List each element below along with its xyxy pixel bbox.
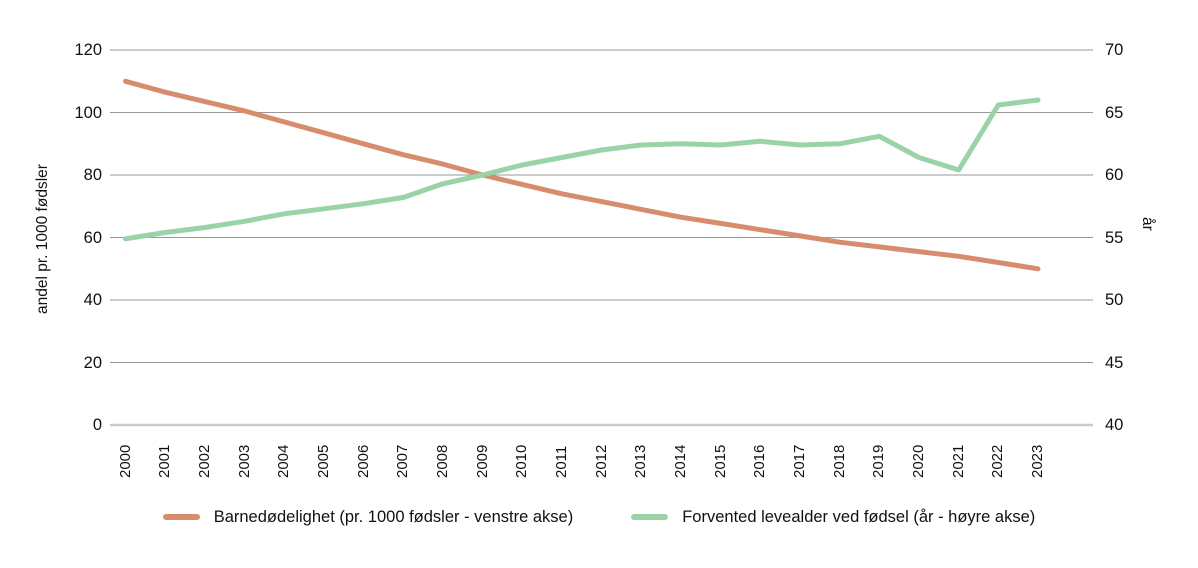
right-tick-label: 65 bbox=[1105, 103, 1124, 122]
x-axis-year-label: 2007 bbox=[394, 444, 412, 478]
x-axis-year-label: 2016 bbox=[751, 444, 769, 478]
x-axis-year-label: 2005 bbox=[314, 444, 332, 478]
left-tick-label: 40 bbox=[83, 291, 102, 309]
left-tick-label: 20 bbox=[83, 353, 102, 372]
legend-label-levealder: Forvented levealder ved fødsel (år - høy… bbox=[682, 508, 1036, 526]
legend: Barnedødelighet (pr. 1000 fødsler - vens… bbox=[0, 507, 1198, 527]
x-axis-year-label: 2006 bbox=[354, 444, 372, 478]
x-axis-year-label: 2015 bbox=[711, 444, 729, 478]
x-axis-year-label: 2020 bbox=[909, 444, 927, 478]
legend-item-levealder: Forvented levealder ved fødsel (år - høy… bbox=[631, 507, 1035, 527]
legend-label-barnedodelighet: Barnedødelighet (pr. 1000 fødsler - vens… bbox=[213, 508, 574, 526]
x-axis-year-label: 2019 bbox=[870, 444, 888, 478]
x-axis-year-label: 2017 bbox=[790, 444, 808, 478]
x-axis-year-label: 2010 bbox=[513, 444, 531, 478]
x-axis-year-label: 2023 bbox=[1029, 444, 1046, 478]
series-lines bbox=[123, 78, 1041, 272]
x-axis-year-label: 2011 bbox=[552, 445, 570, 478]
legend-swatch-orange-icon bbox=[162, 514, 200, 520]
right-tick-label: 55 bbox=[1105, 228, 1124, 247]
x-axis-year-label: 2018 bbox=[830, 444, 848, 478]
left-tick-label: 60 bbox=[83, 228, 102, 247]
right-tick-label: 60 bbox=[1105, 166, 1124, 184]
x-axis-year-label: 2002 bbox=[195, 444, 213, 478]
x-axis-year-label: 2004 bbox=[275, 444, 293, 478]
x-axis-year-label: 2001 bbox=[156, 444, 174, 478]
legend-item-barnedodelighet: Barnedødelighet (pr. 1000 fødsler - vens… bbox=[162, 507, 574, 527]
left-tick-label: 0 bbox=[92, 416, 102, 434]
x-axis-year-label: 2008 bbox=[433, 444, 451, 478]
series-line-1 bbox=[123, 97, 1041, 242]
x-axis-year-label: 2009 bbox=[473, 444, 491, 478]
left-tick-label: 120 bbox=[74, 41, 102, 59]
series-line-0 bbox=[123, 78, 1041, 272]
right-tick-label: 45 bbox=[1105, 353, 1124, 372]
right-tick-label: 70 bbox=[1105, 41, 1124, 59]
x-axis-year-label: 2014 bbox=[671, 444, 689, 478]
x-axis-year-label: 2012 bbox=[592, 444, 610, 478]
left-axis-title: andel pr. 1000 fødsler bbox=[34, 164, 51, 314]
right-tick-label: 40 bbox=[1105, 416, 1124, 434]
gridlines bbox=[110, 49, 1093, 427]
right-tick-label: 50 bbox=[1105, 291, 1124, 309]
x-axis-year-label: 2022 bbox=[989, 444, 1007, 478]
legend-swatch-green-icon bbox=[631, 514, 669, 520]
x-axis-year-label: 2000 bbox=[116, 444, 134, 478]
x-axis-year-label: 2021 bbox=[949, 444, 967, 478]
x-axis-year-label: 2013 bbox=[632, 444, 650, 478]
left-tick-label: 80 bbox=[83, 166, 102, 184]
x-axis-year-label: 2003 bbox=[235, 444, 253, 478]
left-tick-label: 100 bbox=[74, 103, 102, 122]
